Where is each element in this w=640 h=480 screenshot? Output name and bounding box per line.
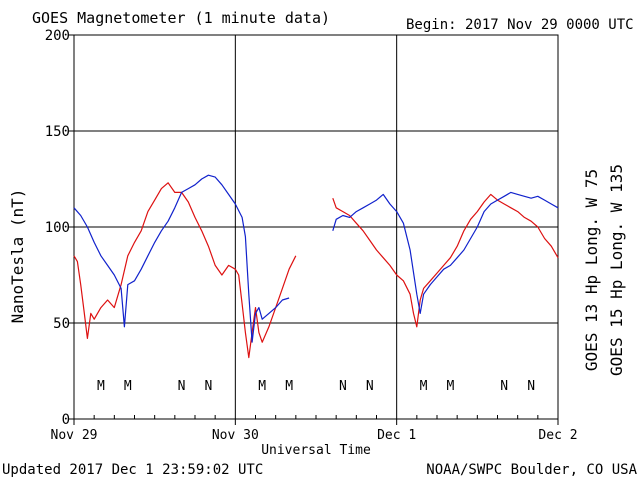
noon-midnight-marker-goes13: M [258, 379, 266, 394]
noon-midnight-marker-goes13: N [339, 379, 347, 394]
x-tick-label: Dec 1 [377, 428, 416, 443]
begin-time-label: Begin: 2017 Nov 29 0000 UTC [406, 17, 634, 33]
series-line-goes13 [73, 182, 297, 359]
y-tick-label: 50 [53, 316, 70, 332]
noon-midnight-marker-goes13: M [420, 379, 428, 394]
series-line-goes15 [332, 191, 559, 314]
noon-midnight-marker-goes15: N [366, 379, 374, 394]
y-tick-label: 100 [45, 220, 70, 236]
noon-midnight-marker-goes15: N [527, 379, 535, 394]
noon-midnight-marker-goes15: M [124, 379, 132, 394]
noon-midnight-marker-goes15: M [447, 379, 455, 394]
plot-area: 0 50 100 150 200 Nov 29 Nov 30 Dec 1 Dec 2 M N M N M N… [45, 28, 578, 443]
y-axis-label: NanoTesla (nT) [8, 189, 27, 324]
source-credit: NOAA/SWPC Boulder, CO USA [426, 462, 637, 478]
y-tick-label: 0 [62, 412, 70, 428]
x-tick-label: Nov 30 [212, 428, 259, 443]
legend-goes13: GOES 13 Hp Long. W 75 [582, 169, 601, 371]
noon-midnight-marker-goes15: M [285, 379, 293, 394]
noon-midnight-marker-goes15: N [205, 379, 213, 394]
series-line-goes15 [73, 174, 290, 343]
y-tick-label: 200 [45, 28, 70, 44]
noon-midnight-marker-goes13: M [97, 379, 105, 394]
x-tick-label: Dec 2 [538, 428, 577, 443]
series-line-goes13 [332, 193, 559, 328]
x-tick-label: Nov 29 [51, 428, 98, 443]
updated-timestamp: Updated 2017 Dec 1 23:59:02 UTC [2, 462, 263, 478]
noon-midnight-marker-goes13: N [500, 379, 508, 394]
x-axis-label: Universal Time [261, 443, 371, 458]
legend-goes15: GOES 15 Hp Long. W 135 [607, 164, 626, 376]
chart-title: GOES Magnetometer (1 minute data) [32, 9, 330, 27]
noon-midnight-marker-goes13: N [178, 379, 186, 394]
y-tick-label: 150 [45, 124, 70, 140]
